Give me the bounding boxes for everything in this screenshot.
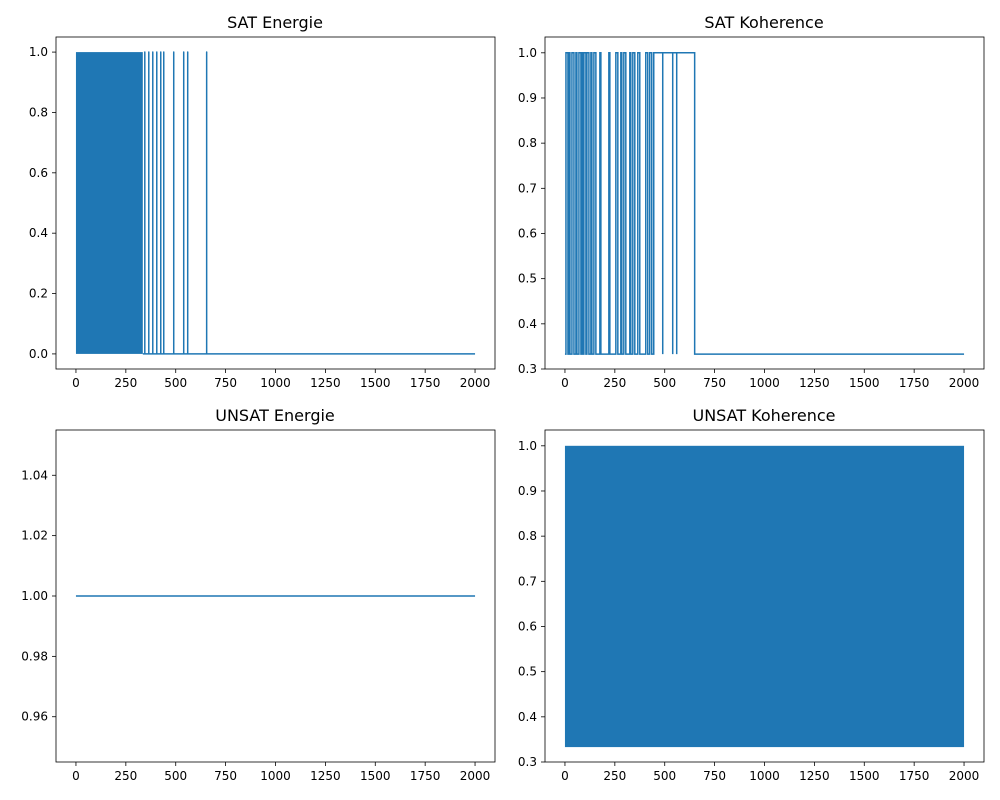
panel-sat-koherence: SAT Koherence 0 250 500 750 1000 1250 1500 1750… — [518, 13, 985, 390]
y-tick-label: 0.7 — [518, 181, 537, 195]
x-tick-label: 750 — [214, 376, 237, 390]
x-tick-label: 0 — [72, 769, 80, 783]
y-tick-label: 0.0 — [29, 347, 48, 361]
y-tick-label: 0.5 — [518, 272, 537, 286]
x-tick-label: 500 — [164, 376, 187, 390]
y-tick-label: 0.4 — [518, 317, 537, 331]
x-tick-label: 1250 — [799, 769, 830, 783]
x-tick-label: 250 — [114, 376, 137, 390]
x-tick-label: 750 — [703, 769, 726, 783]
y-tick-label: 0.98 — [21, 649, 48, 663]
y-tick-label: 1.0 — [518, 439, 537, 453]
x-tick-label: 750 — [214, 769, 237, 783]
x-tick-label: 250 — [603, 376, 626, 390]
y-tick-label: 0.6 — [518, 619, 537, 633]
panel-title-sat-koherence: SAT Koherence — [704, 13, 823, 32]
y-tick-label: 0.7 — [518, 574, 537, 588]
x-tick-label: 1500 — [849, 376, 880, 390]
y-tick-label: 1.0 — [518, 46, 537, 60]
x-tick-label: 1000 — [749, 376, 780, 390]
x-tick-label: 1250 — [310, 376, 341, 390]
x-tick-label: 1750 — [899, 376, 930, 390]
x-tick-label: 2000 — [949, 376, 980, 390]
x-tick-label: 2000 — [949, 769, 980, 783]
y-tick-label: 0.4 — [518, 710, 537, 724]
x-tick-label: 250 — [603, 769, 626, 783]
x-tick-label: 1750 — [410, 769, 441, 783]
y-tick-label: 1.02 — [21, 529, 48, 543]
x-tick-label: 2000 — [460, 376, 491, 390]
x-tick-label: 1500 — [849, 769, 880, 783]
plot-area-unsat-koherence: 0 250 500 750 1000 1250 1500 1750 2000 0.3 0.4 0.5 0… — [518, 429, 985, 783]
y-tick-label: 0.9 — [518, 91, 537, 105]
panel-sat-energie: SAT Energie 0 250 500 750 1000 1250 1500 1750 20… — [29, 13, 496, 390]
dense-oscillation-band — [75, 52, 143, 354]
y-tick-label: 1.0 — [29, 45, 48, 59]
y-tick-label: 0.9 — [518, 484, 537, 498]
panel-unsat-energie: UNSAT Energie 0 250 500 750 1000 1250 1500 1750… — [21, 406, 496, 783]
plot-area-unsat-energie: 0 250 500 750 1000 1250 1500 1750 2000 0.96 0.98 1.… — [21, 429, 496, 783]
plot-area-sat-energie: 0 250 500 750 1000 1250 1500 1750 2000 0.0 0.2 0.4 0… — [29, 36, 496, 390]
panel-title-unsat-energie: UNSAT Energie — [215, 406, 335, 425]
x-tick-label: 1000 — [260, 376, 291, 390]
x-tick-label: 500 — [653, 376, 676, 390]
panel-title-unsat-koherence: UNSAT Koherence — [692, 406, 835, 425]
y-tick-label: 1.04 — [21, 468, 48, 482]
y-tick-label: 0.8 — [518, 136, 537, 150]
dense-oscillation-band — [564, 445, 965, 748]
x-tick-label: 1500 — [360, 376, 391, 390]
y-tick-label: 0.3 — [518, 755, 537, 769]
y-tick-label: 0.2 — [29, 287, 48, 301]
x-tick-label: 1250 — [799, 376, 830, 390]
series-line — [564, 52, 965, 355]
y-tick-label: 1.00 — [21, 589, 48, 603]
y-tick-label: 0.5 — [518, 665, 537, 679]
x-tick-label: 1250 — [310, 769, 341, 783]
y-tick-label: 0.4 — [29, 226, 48, 240]
x-tick-label: 1500 — [360, 769, 391, 783]
x-tick-label: 1750 — [899, 769, 930, 783]
x-tick-label: 250 — [114, 769, 137, 783]
panel-title-sat-energie: SAT Energie — [227, 13, 323, 32]
x-tick-label: 2000 — [460, 769, 491, 783]
x-tick-label: 1000 — [749, 769, 780, 783]
y-tick-label: 0.6 — [518, 226, 537, 240]
panel-unsat-koherence: UNSAT Koherence 0 250 500 750 1000 1250 1500 17… — [518, 406, 985, 783]
x-tick-label: 1750 — [410, 376, 441, 390]
x-tick-label: 500 — [164, 769, 187, 783]
x-tick-label: 0 — [561, 376, 569, 390]
y-tick-label: 0.3 — [518, 362, 537, 376]
x-tick-label: 0 — [561, 769, 569, 783]
x-tick-label: 1000 — [260, 769, 291, 783]
x-tick-label: 0 — [72, 376, 80, 390]
y-tick-label: 0.6 — [29, 166, 48, 180]
x-tick-label: 500 — [653, 769, 676, 783]
y-tick-label: 0.8 — [29, 105, 48, 119]
x-tick-label: 750 — [703, 376, 726, 390]
y-tick-label: 0.96 — [21, 710, 48, 724]
plot-area-sat-koherence: 0 250 500 750 1000 1250 1500 1750 2000 0.3 0.4 0.5 0… — [518, 36, 985, 390]
y-tick-label: 0.8 — [518, 529, 537, 543]
